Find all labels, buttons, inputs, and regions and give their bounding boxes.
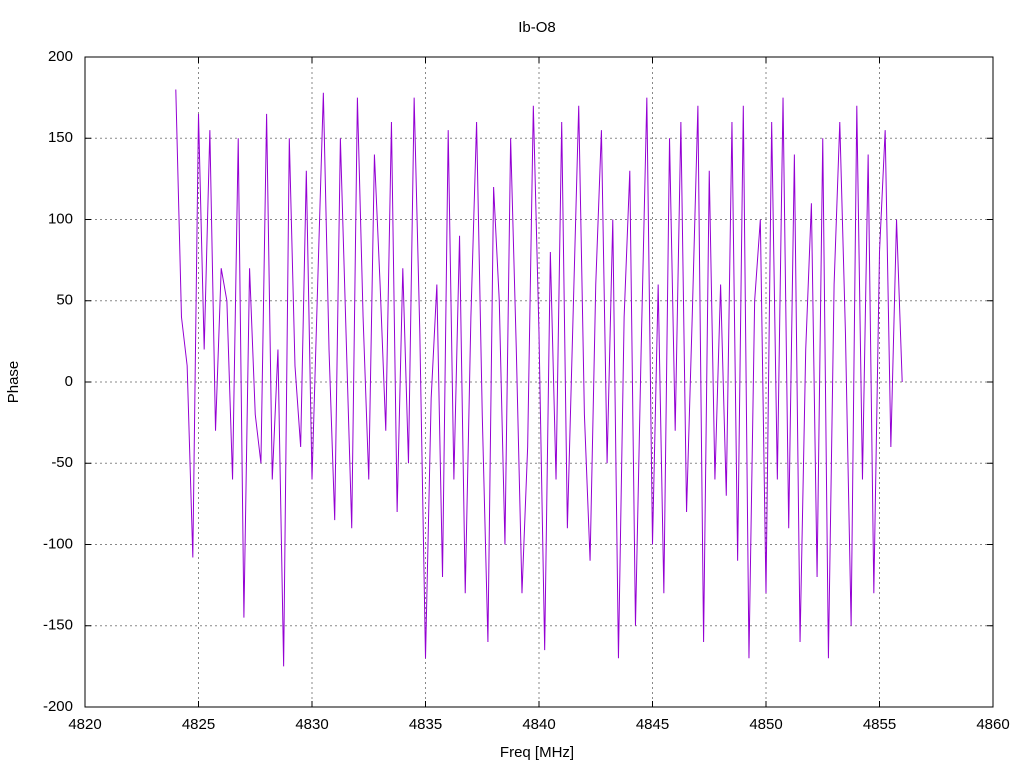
x-tick-label: 4840 [522,716,555,733]
x-tick-label: 4825 [182,716,215,733]
y-tick-label: 50 [56,292,73,309]
chart-title: Ib-O8 [518,19,556,36]
y-tick-label: 200 [48,48,73,65]
x-tick-label: 4860 [976,716,1009,733]
y-tick-label: -200 [43,698,73,715]
y-tick-label: -50 [51,454,73,471]
x-tick-label: 4855 [863,716,896,733]
x-tick-label: 4845 [636,716,669,733]
plot-border [84,56,994,708]
y-axis-label: Phase [5,361,22,404]
y-tick-label: 0 [65,373,73,390]
x-axis-label: Freq [MHz] [500,744,574,761]
x-tick-label: 4830 [295,716,328,733]
x-tick-label: 4820 [68,716,101,733]
x-tick-label: 4835 [409,716,442,733]
y-tick-label: -150 [43,617,73,634]
y-tick-label: 150 [48,129,73,146]
data-line [175,89,903,667]
y-tick-label: 100 [48,210,73,227]
y-tick-label: -100 [43,535,73,552]
x-tick-label: 4850 [749,716,782,733]
